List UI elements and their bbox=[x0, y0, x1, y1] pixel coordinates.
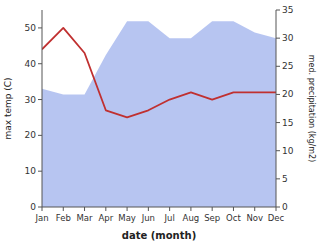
y-tick bbox=[38, 207, 42, 208]
x-tick-label: Jan bbox=[34, 213, 48, 223]
x-tick bbox=[190, 207, 191, 211]
y2-tick-label: 10 bbox=[282, 146, 294, 156]
y2-tick-label: 15 bbox=[282, 118, 293, 128]
y-axis-title: max temp (C) bbox=[3, 77, 13, 139]
y-tick bbox=[38, 135, 42, 136]
y-tick-label: 30 bbox=[25, 95, 37, 105]
y2-tick bbox=[276, 94, 280, 95]
x-axis-title: date (month) bbox=[122, 230, 196, 241]
x-tick bbox=[276, 207, 277, 211]
y2-tick bbox=[276, 122, 280, 123]
y2-tick bbox=[276, 38, 280, 39]
y2-tick-label: 30 bbox=[282, 33, 294, 43]
y-tick-label: 20 bbox=[25, 130, 37, 140]
x-tick-label: Dec bbox=[268, 213, 285, 223]
x-tick-label: Jul bbox=[164, 213, 175, 223]
x-tick-label: Mar bbox=[77, 213, 94, 223]
y-tick-label: 50 bbox=[25, 23, 37, 33]
chart: 0 10 20 30 40 50 0 5 10 15 20 25 30 35 Jan Feb Mar Apr May… bbox=[0, 0, 318, 247]
y-axis-line bbox=[42, 10, 43, 207]
y2-tick bbox=[276, 178, 280, 179]
x-tick-label: Feb bbox=[56, 213, 71, 223]
y-tick bbox=[38, 99, 42, 100]
y2-tick-label: 20 bbox=[282, 89, 294, 99]
x-tick bbox=[254, 207, 255, 211]
x-tick bbox=[105, 207, 106, 211]
x-tick bbox=[233, 207, 234, 211]
x-tick-label: Sep bbox=[204, 213, 220, 223]
y2-tick bbox=[276, 66, 280, 67]
y2-tick-label: 35 bbox=[282, 5, 293, 15]
axes: 0 10 20 30 40 50 0 5 10 15 20 25 30 35 Jan Feb Mar Apr May… bbox=[25, 5, 294, 223]
y2-axis-title: med. precipitation (kg/m2) bbox=[307, 55, 316, 162]
x-axis-line bbox=[42, 207, 276, 208]
y-tick-label: 10 bbox=[25, 166, 37, 176]
x-tick bbox=[148, 207, 149, 211]
y2-tick-label: 5 bbox=[282, 174, 288, 184]
y-tick bbox=[38, 63, 42, 64]
y2-tick-label: 0 bbox=[282, 202, 288, 212]
x-tick-label: Nov bbox=[246, 213, 263, 223]
x-tick bbox=[84, 207, 85, 211]
x-tick bbox=[42, 207, 43, 211]
y2-axis-line bbox=[276, 10, 277, 207]
x-tick-label: Oct bbox=[226, 213, 241, 223]
y2-tick bbox=[276, 10, 280, 11]
plot-area bbox=[42, 21, 276, 207]
x-tick-label: May bbox=[118, 213, 136, 223]
x-tick bbox=[212, 207, 213, 211]
y-tick-label: 40 bbox=[25, 59, 37, 69]
y-tick-label: 0 bbox=[30, 202, 36, 212]
precipitation-area bbox=[42, 21, 276, 207]
x-tick bbox=[63, 207, 64, 211]
x-tick-label: Aug bbox=[183, 213, 200, 223]
y-tick bbox=[38, 27, 42, 28]
y2-tick bbox=[276, 207, 280, 208]
x-tick-label: Apr bbox=[98, 213, 113, 223]
y-tick bbox=[38, 171, 42, 172]
x-tick bbox=[127, 207, 128, 211]
temperature-line bbox=[42, 28, 276, 118]
x-tick-label: Jun bbox=[141, 213, 155, 223]
y2-tick bbox=[276, 150, 280, 151]
x-tick bbox=[169, 207, 170, 211]
y2-tick-label: 25 bbox=[282, 61, 293, 71]
